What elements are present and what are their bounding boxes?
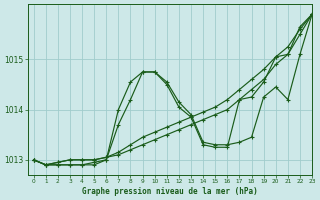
X-axis label: Graphe pression niveau de la mer (hPa): Graphe pression niveau de la mer (hPa) <box>82 187 258 196</box>
